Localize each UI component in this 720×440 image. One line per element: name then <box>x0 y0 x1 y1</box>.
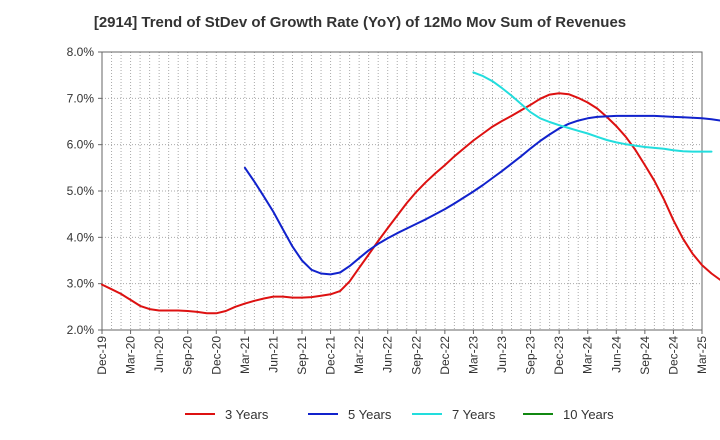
x-tick-label: Jun-22 <box>381 336 395 373</box>
x-tick-label: Dec-21 <box>324 336 338 375</box>
x-tick-label: Mar-21 <box>238 336 252 374</box>
legend-label-10-years: 10 Years <box>563 407 614 422</box>
x-tick-label: Jun-21 <box>266 336 280 373</box>
y-tick-label: 4.0% <box>67 230 95 244</box>
legend-label-3-years: 3 Years <box>225 407 269 422</box>
x-tick-label: Mar-24 <box>581 336 595 374</box>
y-tick-label: 2.0% <box>67 323 95 337</box>
x-tick-label: Dec-19 <box>95 336 109 375</box>
x-tick-label: Dec-20 <box>209 336 223 375</box>
x-tick-label: Mar-20 <box>124 336 138 374</box>
x-tick-label: Jun-23 <box>495 336 509 373</box>
chart-title: [2914] Trend of StDev of Growth Rate (Yo… <box>93 14 627 31</box>
series-line-5-years <box>243 114 720 276</box>
x-tick-label: Mar-25 <box>695 336 709 374</box>
x-tick-label: Sep-20 <box>181 336 195 375</box>
x-tick-label: Dec-24 <box>666 336 680 375</box>
y-tick-label: 3.0% <box>67 277 95 291</box>
y-tick-label: 7.0% <box>67 91 95 105</box>
x-tick-label: Jun-24 <box>609 336 623 373</box>
x-tick-label: Dec-23 <box>552 336 566 375</box>
x-tick-label: Jun-20 <box>152 336 166 373</box>
x-tick-label: Mar-23 <box>466 336 480 374</box>
x-tick-label: Sep-21 <box>295 336 309 375</box>
y-tick-label: 8.0% <box>67 45 95 59</box>
y-tick-label: 5.0% <box>67 184 95 198</box>
y-tick-label: 6.0% <box>67 138 95 152</box>
x-tick-label: Mar-22 <box>352 336 366 374</box>
x-tick-label: Sep-24 <box>638 336 652 375</box>
x-tick-label: Sep-23 <box>524 336 538 375</box>
x-tick-label: Dec-22 <box>438 336 452 375</box>
legend-label-5-years: 5 Years <box>348 407 392 422</box>
series-line-7-years <box>472 71 713 153</box>
legend-label-7-years: 7 Years <box>452 407 496 422</box>
x-tick-label: Sep-22 <box>409 336 423 375</box>
series-line-3-years <box>101 92 720 315</box>
